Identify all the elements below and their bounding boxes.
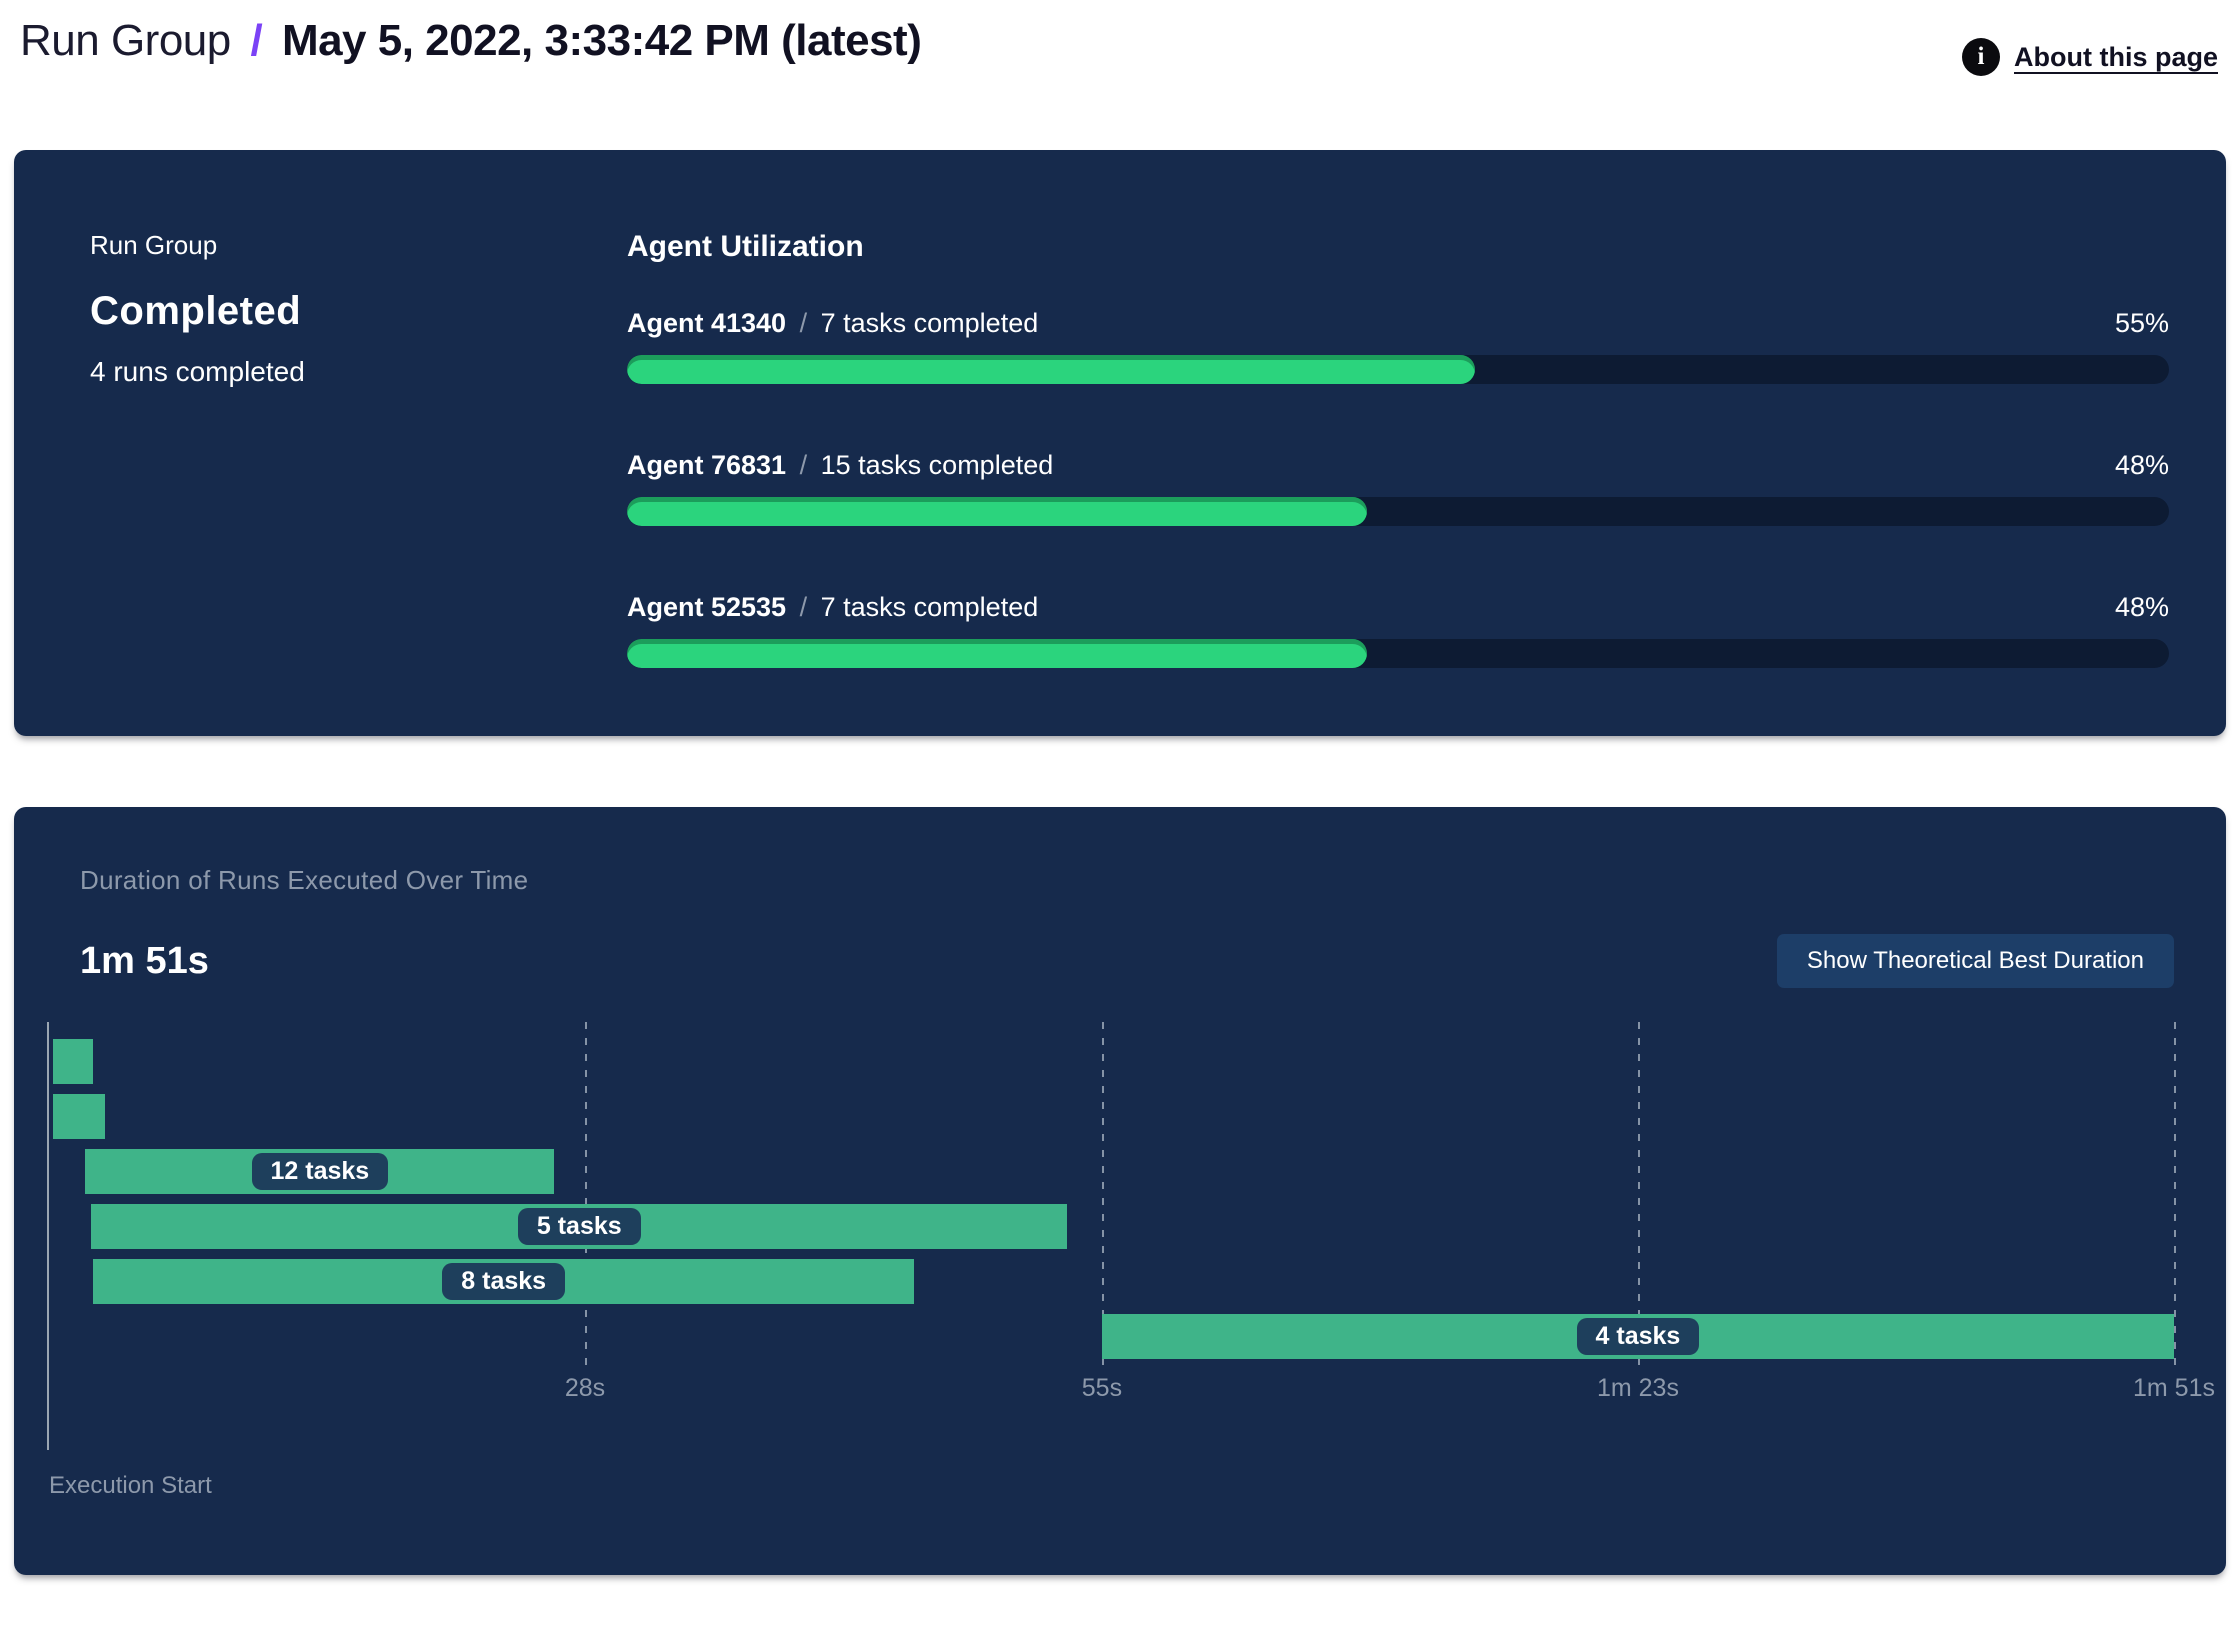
axis-tick-label: 28s <box>564 1374 606 1402</box>
agent-name: Agent 76831 <box>627 450 787 480</box>
agent-tasks-completed: 7 tasks completed <box>820 592 1039 622</box>
gantt-row: 4 tasks <box>49 1314 2174 1359</box>
gantt-gridline <box>2174 1022 2176 1367</box>
x-axis-label: Execution Start <box>49 1472 212 1499</box>
about-this-page-link[interactable]: About this page <box>2014 41 2218 72</box>
show-theoretical-best-duration-button[interactable]: Show Theoretical Best Duration <box>1776 934 2174 988</box>
axis-tick-label: 55s <box>1081 1374 1123 1402</box>
gantt-rows: 12 tasks 5 tasks 8 tasks 4 tasks <box>49 1022 2174 1359</box>
agent-name: Agent 41340 <box>627 308 787 338</box>
axis-tick-label: 1m 51s <box>2133 1374 2215 1402</box>
agent-tasks-completed: 7 tasks completed <box>820 308 1039 338</box>
agent-utilization-percent: 48% <box>2114 592 2169 622</box>
gantt-bar-label-pill: 4 tasks <box>1576 1318 1700 1355</box>
gantt-axis-area: 12 tasks 5 tasks 8 tasks 4 tasks 28s 55s 1m 2… <box>47 1022 2215 1450</box>
utilization-bar-fill <box>627 497 1368 526</box>
agent-name: Agent 52535 <box>627 592 787 622</box>
breadcrumb-run-group: Run Group <box>20 16 231 65</box>
agent-utilization-section: Agent Utilization Agent 41340 / 7 tasks … <box>627 230 2169 736</box>
axis-tick-label: 1m 23s <box>1596 1374 1679 1402</box>
agent-utilization-percent: 55% <box>2114 308 2169 338</box>
agent-label-separator: / <box>799 450 808 480</box>
agent-utilization-percent: 48% <box>2114 450 2169 480</box>
gantt-bar[interactable] <box>52 1039 94 1084</box>
agent-row: Agent 76831 / 15 tasks completed 48% <box>627 450 2169 526</box>
gantt-row: 8 tasks <box>49 1259 2174 1304</box>
agent-label: Agent 76831 / 15 tasks completed <box>627 450 1053 481</box>
utilization-bar-track <box>627 355 2169 384</box>
gantt-bar[interactable]: 4 tasks <box>1101 1314 2174 1359</box>
gantt-row: 12 tasks <box>49 1149 2174 1194</box>
gantt-bar-label-pill: 5 tasks <box>517 1208 641 1245</box>
gantt-tick-labels: 28s 55s 1m 23s 1m 51s <box>49 1374 2215 1406</box>
duration-chart-title: Duration of Runs Executed Over Time <box>80 865 529 895</box>
about-this-page[interactable]: i About this page <box>1962 38 2218 76</box>
gantt-bar[interactable]: 8 tasks <box>93 1259 915 1304</box>
duration-panel: Duration of Runs Executed Over Time 1m 5… <box>14 807 2226 1575</box>
info-icon[interactable]: i <box>1962 38 2000 76</box>
total-duration-value: 1m 51s <box>80 939 209 982</box>
gantt-bar[interactable] <box>52 1094 105 1139</box>
agent-label: Agent 52535 / 7 tasks completed <box>627 592 1038 623</box>
utilization-bar-track <box>627 639 2169 668</box>
agent-row: Agent 52535 / 7 tasks completed 48% <box>627 592 2169 668</box>
run-group-status: Completed <box>90 289 302 333</box>
agent-tasks-completed: 15 tasks completed <box>820 450 1054 480</box>
page-header: Run Group / May 5, 2022, 3:33:42 PM (lat… <box>0 0 2240 150</box>
gantt-chart: 12 tasks 5 tasks 8 tasks 4 tasks 28s 55s 1m 2… <box>47 1022 2215 1500</box>
run-group-status-block: Run Group Completed 4 runs completed <box>90 230 627 736</box>
runs-completed-count: 4 runs completed <box>90 356 305 387</box>
utilization-bar-fill <box>627 639 1368 668</box>
breadcrumb-separator: / <box>250 16 263 65</box>
gantt-row: 5 tasks <box>49 1204 2174 1249</box>
gantt-row <box>49 1094 2174 1139</box>
agent-label-separator: / <box>799 308 808 338</box>
agent-label: Agent 41340 / 7 tasks completed <box>627 308 1038 339</box>
agent-utilization-title: Agent Utilization <box>627 230 864 263</box>
run-group-panel: Run Group Completed 4 runs completed Age… <box>14 150 2226 736</box>
breadcrumb-run-date: May 5, 2022, 3:33:42 PM (latest) <box>281 16 922 65</box>
gantt-bar-label-pill: 8 tasks <box>442 1263 566 1300</box>
agent-label-separator: / <box>799 592 808 622</box>
agent-row: Agent 41340 / 7 tasks completed 55% <box>627 308 2169 384</box>
gantt-row <box>49 1039 2174 1084</box>
gantt-bar-label-pill: 12 tasks <box>251 1153 389 1190</box>
utilization-bar-fill <box>627 355 1476 384</box>
run-group-label: Run Group <box>90 230 218 260</box>
gantt-bar[interactable]: 12 tasks <box>85 1149 555 1194</box>
page-title: Run Group / May 5, 2022, 3:33:42 PM (lat… <box>20 14 922 66</box>
utilization-bar-track <box>627 497 2169 526</box>
gantt-bar[interactable]: 5 tasks <box>91 1204 1068 1249</box>
